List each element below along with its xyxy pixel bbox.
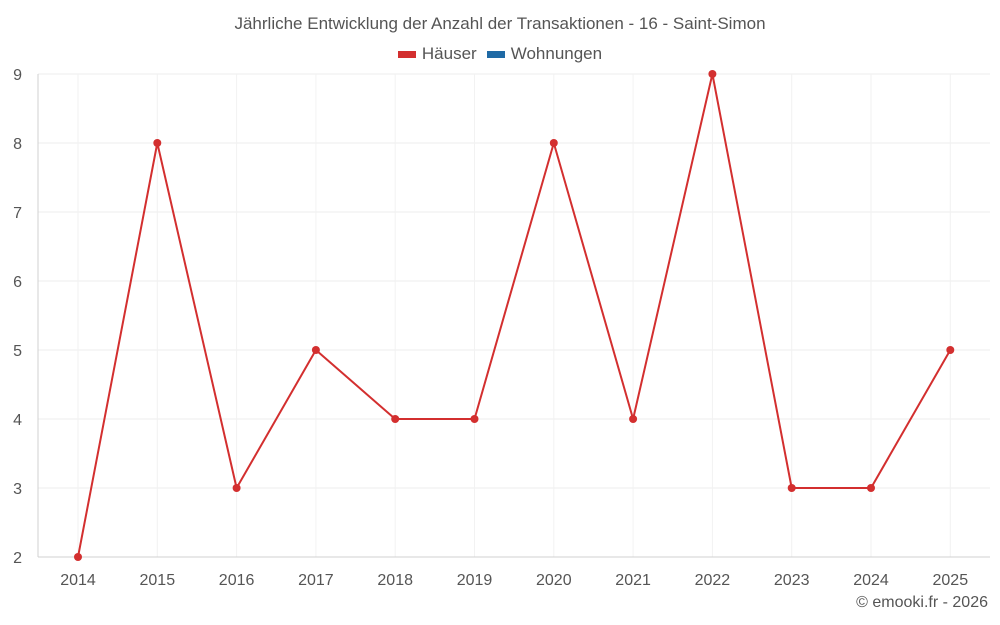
data-point[interactable] <box>74 553 82 561</box>
x-tick-label: 2024 <box>853 572 889 589</box>
legend-item-wohnungen[interactable]: Wohnungen <box>486 44 603 64</box>
x-tick-label: 2025 <box>933 572 969 589</box>
chart-legend: Häuser Wohnungen <box>0 44 1000 64</box>
x-tick-label: 2016 <box>219 572 255 589</box>
data-point[interactable] <box>946 346 955 354</box>
legend-label-wohnungen: Wohnungen <box>510 44 603 63</box>
y-tick-label: 7 <box>13 205 22 222</box>
y-tick-label: 4 <box>13 412 22 429</box>
y-tick-label: 2 <box>13 550 22 567</box>
data-point[interactable] <box>629 415 638 423</box>
data-point[interactable] <box>232 484 241 492</box>
legend-swatch-wohnungen <box>486 50 505 58</box>
copyright-footer: © emooki.fr - 2026 <box>856 594 988 611</box>
legend-label-haeuser: Häuser <box>421 44 477 63</box>
x-tick-label: 2022 <box>695 572 731 589</box>
legend-item-haeuser[interactable]: Häuser <box>397 44 477 64</box>
series-line-0 <box>77 73 952 558</box>
x-tick-label: 2019 <box>457 572 493 589</box>
y-tick-label: 6 <box>13 274 22 291</box>
data-point[interactable] <box>391 415 400 423</box>
data-point[interactable] <box>470 415 479 423</box>
data-point[interactable] <box>787 484 796 492</box>
y-tick-label: 5 <box>13 343 22 360</box>
data-point[interactable] <box>708 70 717 78</box>
data-point[interactable] <box>549 139 558 147</box>
data-point[interactable] <box>311 346 320 354</box>
x-tick-label: 2018 <box>377 572 413 589</box>
x-tick-label: 2014 <box>60 572 96 589</box>
chart-title: Jährliche Entwicklung der Anzahl der Tra… <box>234 14 766 33</box>
x-tick-label: 2023 <box>774 572 810 589</box>
x-tick-label: 2021 <box>615 572 651 589</box>
y-tick-label: 3 <box>13 481 22 498</box>
x-tick-label: 2017 <box>298 572 334 589</box>
y-tick-label: 9 <box>13 67 22 84</box>
data-point[interactable] <box>867 484 875 492</box>
y-tick-label: 8 <box>13 136 22 153</box>
legend-swatch-haeuser <box>397 50 416 58</box>
data-point[interactable] <box>153 139 162 147</box>
x-tick-label: 2020 <box>536 572 572 589</box>
x-tick-label: 2015 <box>140 572 176 589</box>
